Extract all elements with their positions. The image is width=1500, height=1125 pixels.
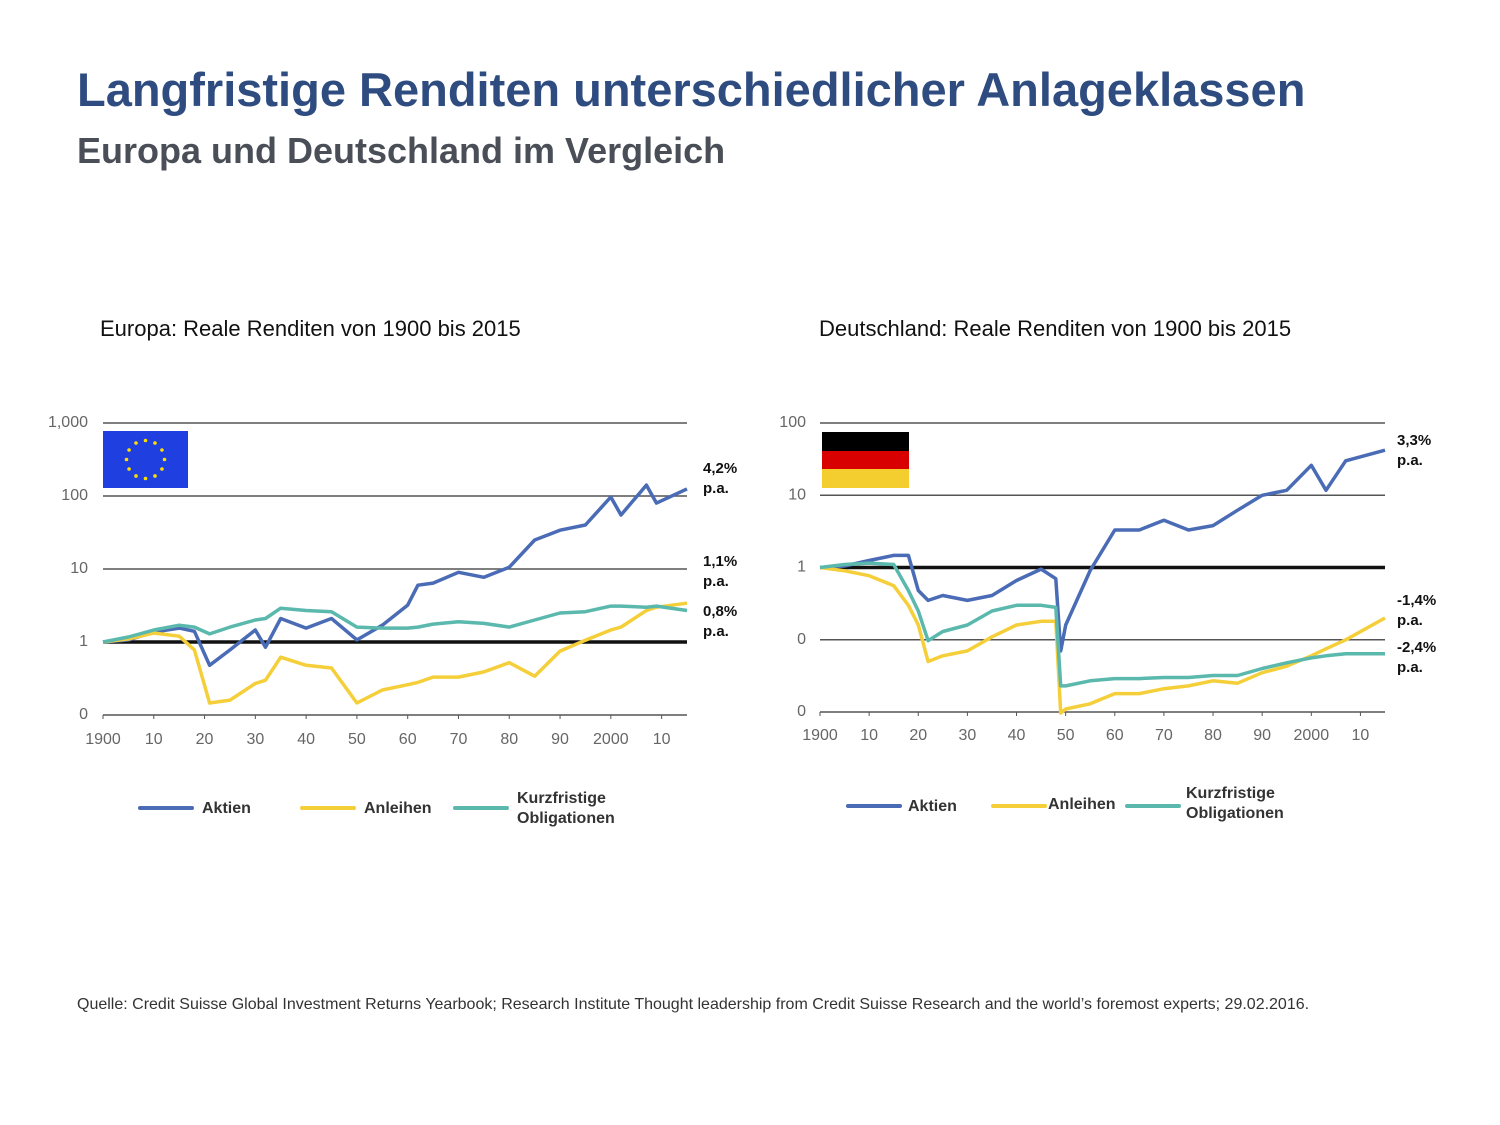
y-tick-label: 1 — [79, 633, 88, 650]
star — [160, 448, 164, 452]
x-tick-label: 70 — [450, 731, 468, 748]
star — [143, 438, 148, 443]
x-tick-label: 80 — [500, 731, 518, 748]
x-tick-label: 10 — [653, 731, 671, 748]
y-tick-label: 0 — [797, 703, 806, 720]
slide-subtitle: Europa und Deutschland im Vergleich — [77, 130, 726, 171]
y-tick-label: 10 — [70, 560, 88, 577]
x-tick-label: 2000 — [1294, 727, 1330, 744]
legend-label: Anleihen — [364, 800, 432, 817]
annotation: 1,1% p.a. — [703, 553, 738, 590]
eu-flag — [103, 431, 188, 488]
star — [153, 474, 157, 478]
legend-label: Aktien — [202, 800, 251, 817]
chart-title: Deutschland: Reale Renditen von 1900 bis… — [819, 316, 1292, 341]
chart-title: Europa: Reale Renditen von 1900 bis 2015 — [100, 316, 521, 341]
x-tick-label: 90 — [1253, 727, 1271, 744]
annotation: 0,8% p.a. — [703, 603, 738, 640]
x-tick-label: 2000 — [593, 731, 629, 748]
x-tick-label: 60 — [1106, 727, 1124, 744]
star — [162, 457, 167, 462]
star — [127, 467, 131, 471]
y-tick-label: 100 — [61, 487, 88, 504]
series-line — [819, 565, 1386, 715]
star — [143, 476, 148, 481]
annotation: -1,4% p.a. — [1397, 592, 1437, 629]
de-flag — [822, 432, 909, 488]
annotation: -2,4% p.a. — [1397, 639, 1437, 676]
star — [134, 474, 138, 478]
annotation: 3,3% p.a. — [1397, 432, 1432, 469]
legend-label: Kurzfristige Obligationen — [517, 790, 615, 827]
y-tick-label: 0 — [79, 706, 88, 723]
y-tick-label: 10 — [788, 486, 806, 503]
slide-title: Langfristige Renditen unterschiedlicher … — [77, 63, 1306, 116]
y-tick-label: 0 — [797, 631, 806, 648]
series-line — [102, 604, 688, 644]
annotation: 4,2% p.a. — [703, 460, 738, 497]
x-tick-label: 60 — [399, 731, 417, 748]
x-tick-label: 90 — [551, 731, 569, 748]
x-tick-label: 50 — [1057, 727, 1075, 744]
source-note: Quelle: Credit Suisse Global Investment … — [77, 996, 1310, 1013]
x-tick-label: 40 — [297, 731, 315, 748]
y-tick-label: 100 — [779, 414, 806, 431]
x-tick-label: 1900 — [85, 731, 121, 748]
x-tick-label: 10 — [145, 731, 163, 748]
x-tick-label: 10 — [1352, 727, 1370, 744]
legend-label: Aktien — [908, 798, 957, 815]
star — [160, 467, 164, 471]
x-tick-label: 10 — [860, 727, 878, 744]
series-line — [102, 601, 688, 705]
series-line — [819, 448, 1386, 653]
series-line — [102, 483, 688, 668]
star — [134, 441, 138, 445]
star — [127, 448, 131, 452]
x-tick-label: 80 — [1204, 727, 1222, 744]
star — [153, 441, 157, 445]
y-tick-label: 1 — [797, 559, 806, 576]
x-tick-label: 1900 — [802, 727, 838, 744]
x-tick-label: 30 — [246, 731, 264, 748]
x-tick-label: 20 — [196, 731, 214, 748]
star — [124, 457, 129, 462]
x-tick-label: 20 — [909, 727, 927, 744]
x-tick-label: 50 — [348, 731, 366, 748]
x-tick-label: 30 — [958, 727, 976, 744]
x-tick-label: 40 — [1008, 727, 1026, 744]
series-line — [819, 561, 1385, 688]
x-tick-label: 70 — [1155, 727, 1173, 744]
y-tick-label: 1,000 — [48, 414, 88, 431]
legend-label: Kurzfristige Obligationen — [1186, 785, 1284, 822]
legend-label: Anleihen — [1048, 796, 1116, 813]
